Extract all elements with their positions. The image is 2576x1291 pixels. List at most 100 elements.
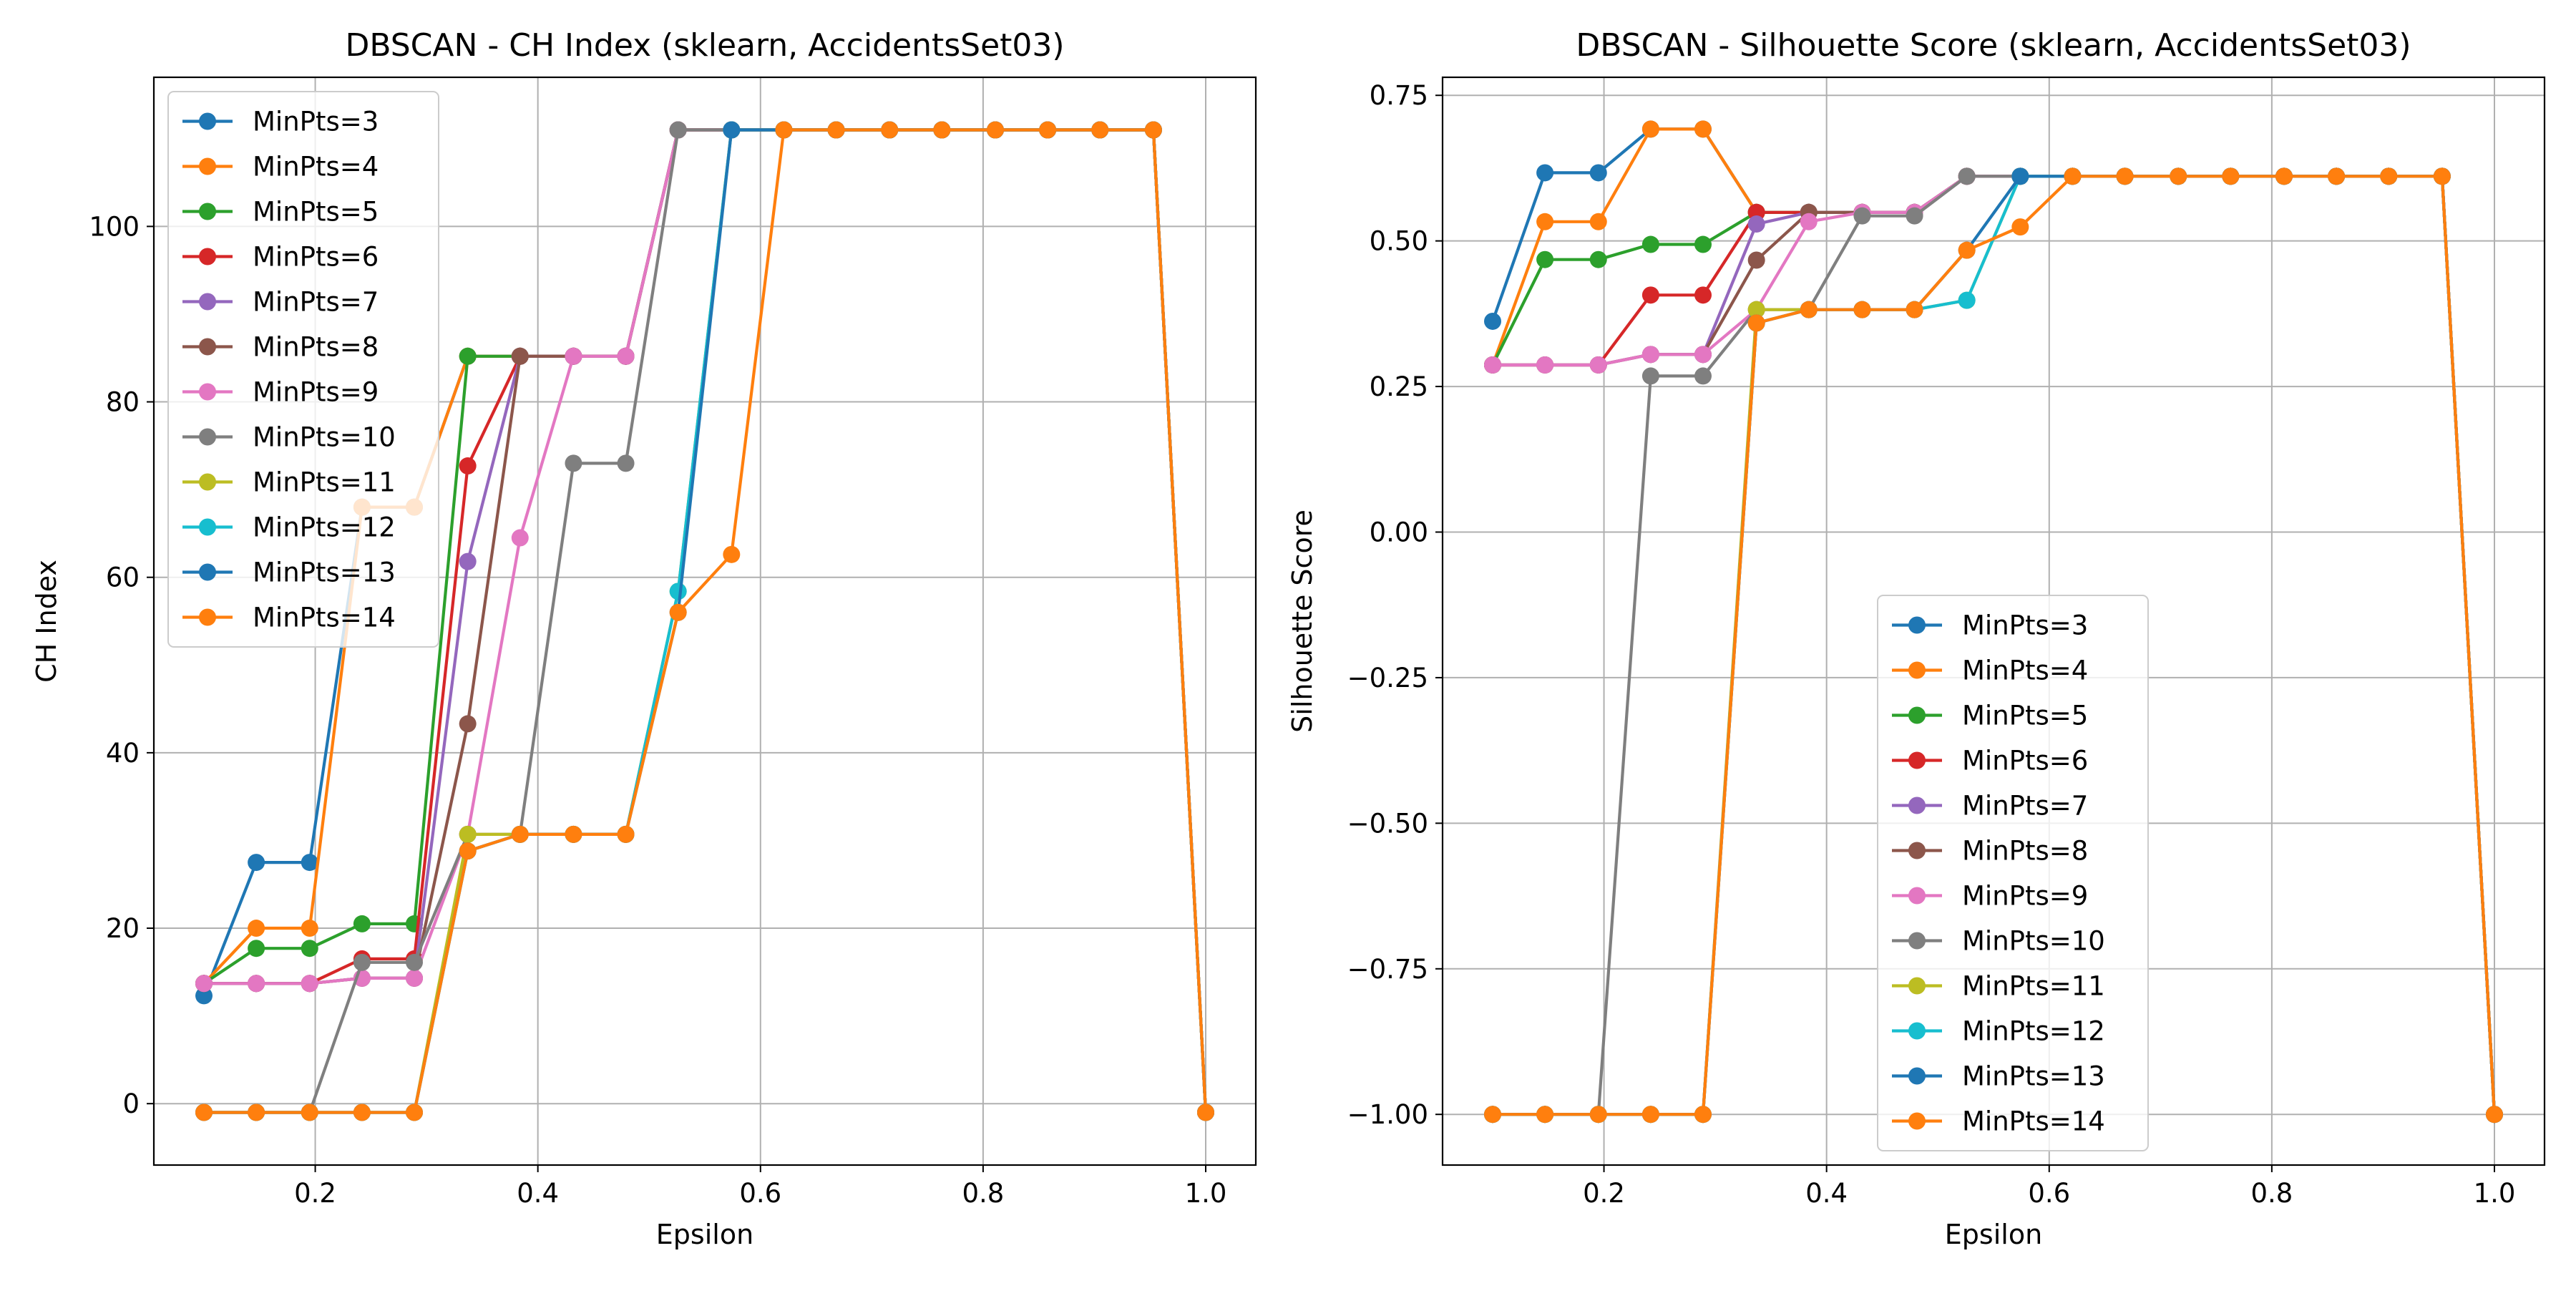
chart-1-x-tick-label: 0.8 bbox=[962, 1178, 1004, 1209]
chart-2-legend-swatch-marker bbox=[1908, 932, 1926, 950]
chart-2-legend-swatch-marker bbox=[1908, 796, 1926, 814]
chart-2-data-point bbox=[1589, 250, 1607, 268]
chart-2-data-point bbox=[1906, 207, 1923, 225]
chart-1-data-point bbox=[565, 347, 582, 365]
chart-1-legend-label: MinPts=13 bbox=[253, 557, 396, 588]
chart-1-data-point bbox=[248, 940, 265, 958]
chart-2-data-point bbox=[1536, 213, 1554, 230]
chart-1-legend-swatch-marker bbox=[199, 293, 216, 311]
chart-2-legend-label: MinPts=7 bbox=[1962, 791, 2088, 822]
chart-2-data-point bbox=[1906, 301, 1923, 318]
chart-2-data-point bbox=[2222, 167, 2240, 185]
chart-1-legend-label: MinPts=6 bbox=[253, 242, 379, 273]
chart-1-data-point bbox=[406, 969, 423, 987]
chart-1-legend-label: MinPts=9 bbox=[253, 377, 379, 408]
chart-2-legend-label: MinPts=3 bbox=[1962, 610, 2088, 641]
chart-2-data-point bbox=[1694, 235, 1712, 253]
chart-1-legend-swatch-marker bbox=[199, 112, 216, 130]
chart-1-data-point bbox=[301, 854, 318, 872]
chart-1-data-point bbox=[565, 825, 582, 843]
chart-2-data-point bbox=[2486, 1106, 2503, 1124]
chart-2-data-point bbox=[1641, 120, 1659, 138]
chart-1-legend-box bbox=[167, 91, 439, 648]
chart-1-data-point bbox=[933, 121, 951, 139]
chart-2-x-tick-label: 1.0 bbox=[2474, 1178, 2516, 1209]
chart-2-x-tick-label: 0.2 bbox=[1583, 1178, 1625, 1209]
chart-1-x-tick-label: 0.4 bbox=[517, 1178, 559, 1209]
chart-2-data-point bbox=[1641, 1106, 1659, 1124]
chart-1-title: DBSCAN - CH Index (sklearn, AccidentsSet… bbox=[345, 27, 1064, 64]
chart-1-data-point bbox=[301, 920, 318, 937]
chart-2-data-point bbox=[1747, 314, 1765, 332]
chart-1-data-point bbox=[511, 347, 529, 365]
chart-1-legend-label: MinPts=11 bbox=[253, 467, 396, 498]
chart-1-data-point bbox=[617, 347, 635, 365]
chart-2-x-tick-label: 0.4 bbox=[1805, 1178, 1848, 1209]
chart-2-data-point bbox=[2011, 167, 2029, 185]
chart-2-x-tick-label: 0.8 bbox=[2250, 1178, 2293, 1209]
chart-2-data-point bbox=[1694, 367, 1712, 385]
chart-2-data-point bbox=[1641, 367, 1659, 385]
chart-1-legend-swatch-marker bbox=[199, 428, 216, 446]
chart-1-legend-swatch-marker bbox=[199, 608, 216, 626]
chart-1-data-point bbox=[669, 583, 687, 600]
chart-1-data-point bbox=[459, 552, 477, 570]
chart-1-data-point bbox=[353, 1104, 371, 1121]
chart-1-x-tick-label: 0.2 bbox=[294, 1178, 336, 1209]
chart-2-title: DBSCAN - Silhouette Score (sklearn, Acci… bbox=[1576, 27, 2411, 64]
chart-2-data-point bbox=[2275, 167, 2293, 185]
chart-2-data-point bbox=[1536, 1106, 1554, 1124]
chart-1-legend-label: MinPts=7 bbox=[253, 287, 379, 318]
chart-1-legend-swatch-marker bbox=[199, 248, 216, 265]
chart-1-x-tick-label: 0.6 bbox=[739, 1178, 781, 1209]
chart-2-legend-swatch-marker bbox=[1908, 977, 1926, 995]
chart-1-legend-label: MinPts=4 bbox=[253, 152, 379, 182]
chart-2-legend-label: MinPts=6 bbox=[1962, 746, 2088, 776]
chart-1-data-point bbox=[459, 457, 477, 475]
chart-1-data-point bbox=[1144, 121, 1162, 139]
chart-2-legend-swatch-marker bbox=[1908, 1022, 1926, 1040]
chart-2-axes-frame bbox=[1441, 76, 2546, 1166]
chart-2-y-tick-label: −1.00 bbox=[1347, 1099, 1428, 1130]
chart-1-data-point bbox=[511, 825, 529, 843]
chart-2-data-point bbox=[2170, 167, 2187, 185]
chart-1-data-point bbox=[195, 1104, 213, 1121]
chart-2-data-point bbox=[1853, 207, 1871, 225]
chart-1-data-point bbox=[669, 121, 687, 139]
chart-1-data-point bbox=[1197, 1104, 1214, 1121]
chart-2-data-point bbox=[1589, 356, 1607, 374]
chart-2-data-point bbox=[1694, 120, 1712, 138]
chart-1-panel: 0.2 0.4 0.6 0.8 1.0 0 20 40 60 80 100 DBSCAN - CH I… bbox=[31, 27, 1257, 1250]
chart-2-y-tick-label: 0.50 bbox=[1370, 226, 1428, 257]
chart-1-legend-swatch-marker bbox=[199, 518, 216, 536]
chart-1-data-point bbox=[195, 975, 213, 993]
chart-2-data-point bbox=[2328, 167, 2346, 185]
chart-2-legend-swatch-marker bbox=[1908, 887, 1926, 905]
chart-2-legend-label: MinPts=4 bbox=[1962, 656, 2088, 686]
chart-1-data-point bbox=[617, 825, 635, 843]
chart-2-y-tick-label: 0.00 bbox=[1370, 517, 1428, 548]
chart-1-y-tick-label: 80 bbox=[106, 387, 140, 418]
chart-1-legend: MinPts=3 MinPts=4 MinPts=5 MinPts=6 MinPts=7… bbox=[167, 91, 439, 648]
chart-1-y-axis-label: CH Index bbox=[31, 560, 62, 683]
chart-1-legend-label: MinPts=10 bbox=[253, 422, 396, 453]
chart-2-data-point bbox=[1958, 167, 1976, 185]
chart-2-legend-label: MinPts=9 bbox=[1962, 881, 2088, 912]
chart-1-y-tick-label: 60 bbox=[106, 562, 140, 593]
chart-2-data-point bbox=[1536, 164, 1554, 182]
chart-2-data-point bbox=[1484, 312, 1501, 330]
chart-2-y-tick-label: −0.75 bbox=[1347, 954, 1428, 985]
chart-2-data-point bbox=[1800, 301, 1818, 318]
chart-1-data-point bbox=[248, 1104, 265, 1121]
chart-1-data-point bbox=[301, 1104, 318, 1121]
chart-1-data-point bbox=[459, 825, 477, 843]
chart-1-legend-label: MinPts=8 bbox=[253, 332, 379, 363]
chart-2-data-point bbox=[1747, 251, 1765, 269]
chart-2-y-axis-label: Silhouette Score bbox=[1287, 510, 1318, 733]
chart-2-data-point bbox=[2064, 167, 2082, 185]
chart-1-data-point bbox=[406, 1104, 423, 1121]
chart-1-data-point bbox=[248, 920, 265, 937]
chart-2-y-tick-label: −0.50 bbox=[1347, 808, 1428, 839]
chart-2-y-tick-label: 0.25 bbox=[1370, 371, 1428, 402]
